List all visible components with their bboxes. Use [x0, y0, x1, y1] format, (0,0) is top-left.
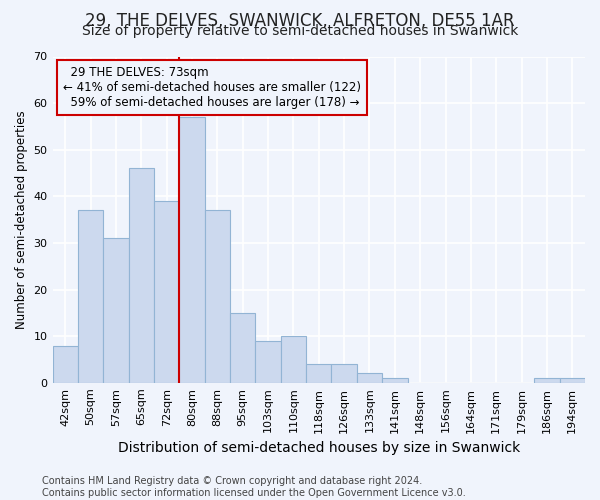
Bar [78, 210, 103, 383]
Bar [205, 210, 230, 383]
Bar [357, 374, 382, 383]
Bar [103, 238, 128, 383]
Text: 29, THE DELVES, SWANWICK, ALFRETON, DE55 1AR: 29, THE DELVES, SWANWICK, ALFRETON, DE55… [85, 12, 515, 30]
Text: 29 THE DELVES: 73sqm
← 41% of semi-detached houses are smaller (122)
  59% of se: 29 THE DELVES: 73sqm ← 41% of semi-detac… [63, 66, 361, 110]
Text: Contains HM Land Registry data © Crown copyright and database right 2024.
Contai: Contains HM Land Registry data © Crown c… [42, 476, 466, 498]
Bar [179, 117, 205, 383]
Bar [306, 364, 331, 383]
Bar [560, 378, 585, 383]
Bar [53, 346, 78, 383]
Bar [128, 168, 154, 383]
Bar [281, 336, 306, 383]
Text: Size of property relative to semi-detached houses in Swanwick: Size of property relative to semi-detach… [82, 24, 518, 38]
Bar [534, 378, 560, 383]
Bar [331, 364, 357, 383]
Bar [230, 313, 256, 383]
X-axis label: Distribution of semi-detached houses by size in Swanwick: Distribution of semi-detached houses by … [118, 441, 520, 455]
Bar [154, 201, 179, 383]
Bar [382, 378, 407, 383]
Bar [256, 341, 281, 383]
Y-axis label: Number of semi-detached properties: Number of semi-detached properties [15, 110, 28, 329]
